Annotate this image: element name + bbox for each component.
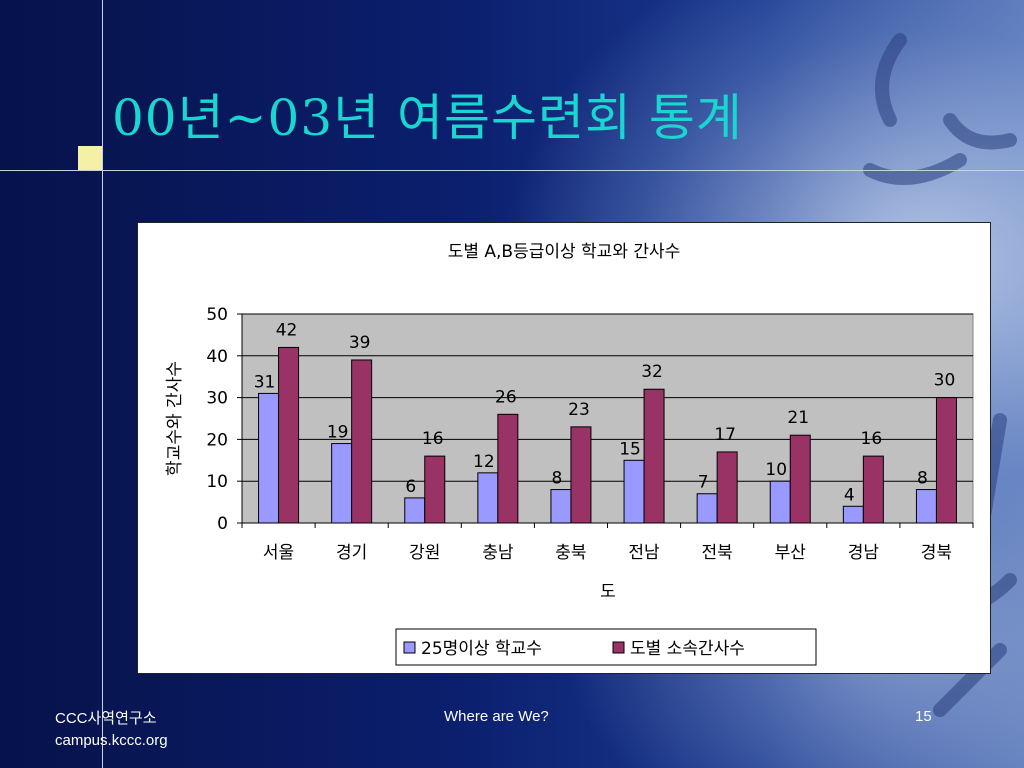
data-label-series1: 12 <box>473 452 495 472</box>
legend-swatch-series2 <box>612 641 625 654</box>
bar-series1 <box>258 392 280 524</box>
bar-series1 <box>404 497 426 524</box>
data-label-series2: 32 <box>641 362 663 382</box>
footer-organization: CCC사역연구소 campus.kccc.org <box>55 708 168 752</box>
y-tick-label: 40 <box>206 347 228 367</box>
x-tick-label: 충북 <box>555 543 586 563</box>
x-tick-label: 경남 <box>848 543 880 563</box>
legend-box <box>395 628 817 666</box>
footer-org-name: CCC사역연구소 <box>55 710 157 727</box>
footer-org-url: campus.kccc.org <box>55 732 168 749</box>
data-label-series2: 16 <box>422 429 444 449</box>
bar-series1 <box>550 489 572 524</box>
chart-container: 도별 A,B등급이상 학교와 간사수 0 10 20 30 40 50 학교수와 간사수 31 4… <box>137 222 991 674</box>
data-label-series2: 17 <box>714 425 736 445</box>
data-label-series2: 30 <box>934 371 956 391</box>
bar-series1 <box>331 443 353 524</box>
bar-series2 <box>935 397 957 524</box>
data-label-series2: 26 <box>495 387 517 407</box>
x-axis-label: 도 <box>600 582 616 602</box>
data-label-series1: 10 <box>765 460 787 480</box>
bar-series2 <box>278 346 300 524</box>
page-number: 15 <box>915 708 932 725</box>
bar-series1 <box>769 480 791 524</box>
bar-series2 <box>351 359 373 524</box>
bar-series2 <box>643 388 665 524</box>
title-divider-vertical <box>102 0 103 768</box>
y-axis-label: 학교수와 간사수 <box>165 361 185 476</box>
x-tick-label: 부산 <box>775 543 807 563</box>
bar-series2 <box>424 455 446 524</box>
y-tick-label: 50 <box>206 305 228 325</box>
x-tick-label: 경북 <box>921 543 952 563</box>
footer-center-text: Where are We? <box>444 708 549 725</box>
bar-series1 <box>842 505 864 524</box>
data-label-series2: 21 <box>787 408 809 428</box>
bar-series1 <box>477 472 499 524</box>
x-tick-label: 경기 <box>336 543 367 563</box>
x-tick-label: 강원 <box>409 543 440 563</box>
data-label-series1: 31 <box>254 372 276 392</box>
y-tick-label: 20 <box>206 430 228 450</box>
chart-title: 도별 A,B등급이상 학교와 간사수 <box>448 242 681 262</box>
bar-series1 <box>696 493 718 524</box>
bar-series2 <box>789 434 811 524</box>
x-tick-label: 충남 <box>482 543 514 563</box>
x-tick-label: 서울 <box>263 543 294 563</box>
bar-series1 <box>623 459 645 524</box>
data-label-series1: 7 <box>698 473 709 493</box>
bar-series2 <box>497 413 519 524</box>
data-label-series2: 42 <box>276 320 298 340</box>
data-label-series1: 8 <box>917 469 928 489</box>
bar-series2 <box>716 451 738 524</box>
bar-series2 <box>862 455 884 524</box>
data-label-series1: 15 <box>619 439 641 459</box>
legend-swatch-series1 <box>403 641 416 654</box>
slide-title: 00년~03년 여름수련회 통계 <box>112 89 743 147</box>
legend-label-series2: 도별 소속간사수 <box>630 639 745 659</box>
x-tick-label: 전북 <box>702 543 733 563</box>
bar-series1 <box>915 489 937 524</box>
y-tick-label: 0 <box>217 514 228 534</box>
bar-chart: 도별 A,B등급이상 학교와 간사수 0 10 20 30 40 50 학교수와 간사수 31 4… <box>165 242 974 666</box>
data-label-series2: 23 <box>568 400 590 420</box>
data-label-series1: 19 <box>327 423 349 443</box>
data-label-series1: 6 <box>405 477 416 497</box>
data-label-series1: 4 <box>844 485 855 505</box>
y-tick-label: 30 <box>206 389 228 409</box>
data-label-series2: 16 <box>861 429 883 449</box>
data-label-series2: 39 <box>349 333 371 353</box>
legend-label-series1: 25명이상 학교수 <box>421 639 542 659</box>
x-tick-label: 전남 <box>628 543 660 563</box>
title-divider-horizontal <box>0 170 1024 171</box>
bar-series2 <box>570 426 592 524</box>
title-accent-square <box>78 146 102 170</box>
data-label-series1: 8 <box>552 469 563 489</box>
y-tick-label: 10 <box>206 472 228 492</box>
